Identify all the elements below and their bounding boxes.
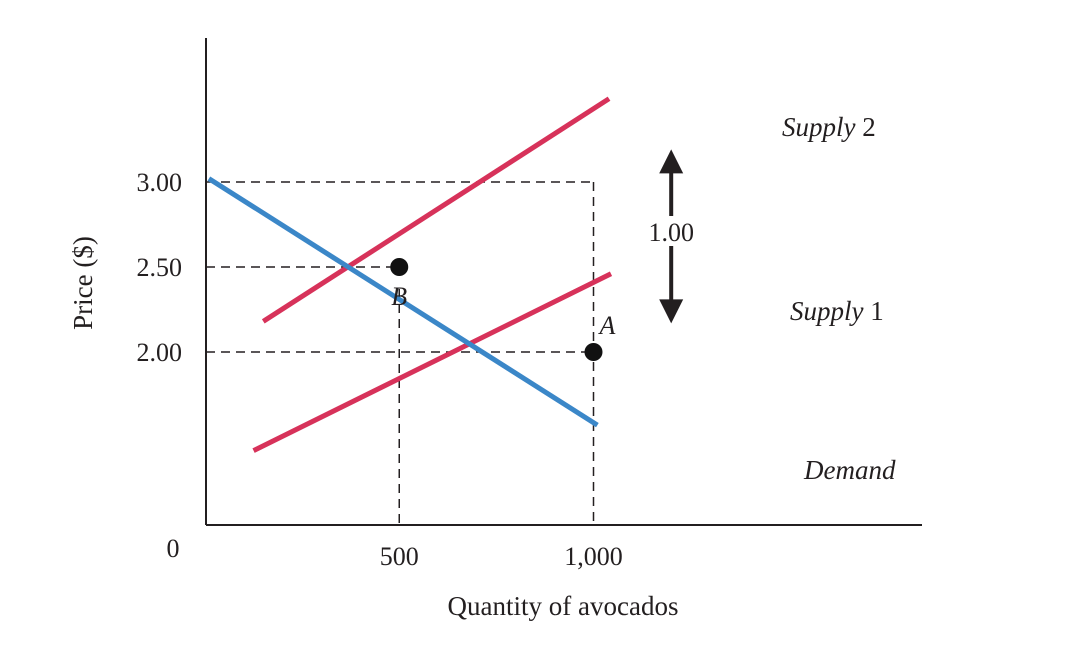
point-b [390,258,409,276]
shift-label-background [641,216,702,246]
curve-demand [207,176,599,428]
shift-arrow-head-down [659,299,684,324]
y-tick-label: 2.50 [137,253,183,282]
origin-label: 0 [167,534,180,563]
point-a [584,343,603,361]
equilibrium-points [390,258,603,361]
shift-arrow-head-up [659,149,684,174]
shift-label: 1.00 [648,218,694,247]
curve-label: Demand [803,455,896,485]
point-label-b: B [391,282,407,311]
y-axis-title: Price ($) [68,236,98,330]
axes [205,38,922,526]
curve-supply-2 [261,96,611,324]
x-tick-label: 500 [380,542,419,571]
labels: 0 Quantity of avocados Price ($) 2.00 2.5… [68,112,896,621]
x-tick-label: 1,000 [564,542,623,571]
curve-supply-1 [252,271,613,453]
point-label-a: A [598,311,616,340]
shift-arrow: 1.00 [641,149,702,324]
x-axis-title: Quantity of avocados [448,591,679,621]
curves [207,96,613,453]
y-tick-label: 2.00 [137,338,183,367]
y-tick-label: 3.00 [137,168,183,197]
curve-label: Supply 2 [782,112,876,142]
curve-label: Supply 1 [790,296,884,326]
